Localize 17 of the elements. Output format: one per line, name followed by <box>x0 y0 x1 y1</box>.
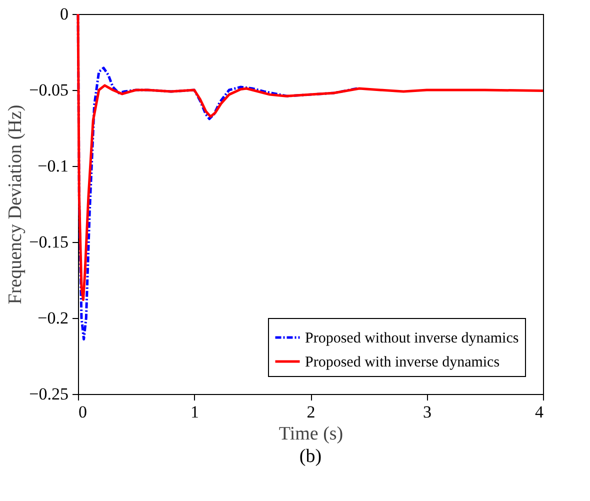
y-tick-label: 0 <box>60 4 68 24</box>
text: (b) <box>299 446 322 467</box>
x-tick-label: 1 <box>190 402 199 422</box>
legend-label: Proposed with inverse dynamics <box>305 354 500 370</box>
x-axis-title: Time (s) <box>278 424 344 444</box>
y-tick-label: −0.15 <box>29 232 68 252</box>
x-tick-label: 3 <box>423 402 432 422</box>
y-axis-title: Frequency Deviation (Hz) <box>5 104 26 304</box>
x-tick-label: 2 <box>306 402 316 422</box>
legend-label: Proposed without inverse dynamics <box>305 330 519 346</box>
x-tick-label: 0 <box>78 402 87 422</box>
y-tick-label: −0.1 <box>38 156 68 176</box>
y-tick-label: −0.25 <box>29 384 68 404</box>
y-tick-label: −0.2 <box>38 308 68 328</box>
x-tick-label: 4 <box>535 402 544 422</box>
line-series <box>76 12 544 302</box>
y-tick-label: −0.05 <box>29 80 68 100</box>
